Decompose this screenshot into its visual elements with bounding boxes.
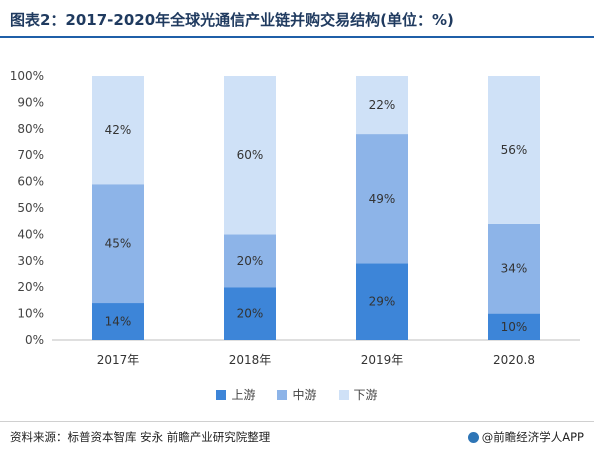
brand-credit-text: @前瞻经济学人APP <box>481 430 584 444</box>
bar-segment-upstream <box>92 303 144 340</box>
legend-swatch-midstream <box>277 389 288 400</box>
data-label-downstream: 56% <box>501 143 528 157</box>
legend-label-upstream: 上游 <box>231 388 256 402</box>
bar-segment-upstream <box>224 287 276 340</box>
bar-segment-midstream <box>92 184 144 304</box>
x-tick-label: 2020.8 <box>493 353 535 367</box>
bar-segment-downstream <box>224 76 276 235</box>
legend-item-midstream: 中游 <box>277 386 317 403</box>
data-label-upstream: 10% <box>501 320 528 334</box>
stacked-bar-chart: 0% 10% 20% 30% 40% 50% 60% 70% 80% 90% 100% 14% 45% 4… <box>10 69 580 367</box>
data-label-midstream: 34% <box>501 262 528 276</box>
data-label-downstream: 60% <box>237 148 264 162</box>
chart-legend: 上游 中游 下游 <box>0 386 594 403</box>
y-tick-label: 20% <box>17 280 44 294</box>
source-note: 资料来源：标普资本智库 安永 前瞻产业研究院整理 <box>10 430 271 444</box>
y-tick-label: 80% <box>17 122 44 136</box>
legend-item-upstream: 上游 <box>216 386 255 403</box>
y-tick-label: 0% <box>25 333 44 347</box>
bar-segment-midstream <box>488 223 540 314</box>
legend-swatch-upstream <box>216 389 227 400</box>
y-tick-label: 100% <box>10 69 44 83</box>
data-label-midstream: 49% <box>369 192 396 206</box>
data-label-upstream: 14% <box>105 315 132 329</box>
data-label-midstream: 20% <box>237 254 264 268</box>
bar-segment-upstream <box>356 263 408 340</box>
y-tick-label: 40% <box>17 227 44 241</box>
x-tick-label: 2019年 <box>361 353 404 367</box>
legend-label-midstream: 中游 <box>292 388 317 402</box>
y-tick-label: 50% <box>17 201 44 215</box>
data-label-upstream: 29% <box>369 295 396 309</box>
x-tick-label: 2018年 <box>229 353 272 367</box>
legend-label-downstream: 下游 <box>353 388 378 402</box>
bar-segment-midstream <box>356 134 408 264</box>
title-divider <box>0 36 594 38</box>
y-tick-label: 70% <box>17 148 44 162</box>
bar-segment-downstream <box>356 76 408 135</box>
y-tick-label: 10% <box>17 307 44 321</box>
data-label-downstream: 22% <box>369 98 396 112</box>
brand-credit: @前瞻经济学人APP <box>467 429 584 445</box>
brand-logo-icon <box>467 431 479 443</box>
y-tick-label: 30% <box>17 254 44 268</box>
data-label-upstream: 20% <box>237 307 264 321</box>
data-label-downstream: 42% <box>105 123 132 137</box>
chart-title: 图表2：2017-2020年全球光通信产业链并购交易结构(单位：%) <box>10 11 454 29</box>
x-tick-label: 2017年 <box>97 353 140 367</box>
data-label-midstream: 45% <box>105 237 132 251</box>
legend-item-downstream: 下游 <box>338 386 378 403</box>
bar-segment-downstream <box>488 76 540 224</box>
source-divider <box>0 421 594 422</box>
y-tick-label: 60% <box>17 175 44 189</box>
bar-segment-upstream <box>488 313 540 340</box>
bar-segment-downstream <box>92 76 144 185</box>
bar-segment-midstream <box>224 234 276 288</box>
y-tick-label: 90% <box>17 95 44 109</box>
legend-swatch-downstream <box>338 389 349 400</box>
